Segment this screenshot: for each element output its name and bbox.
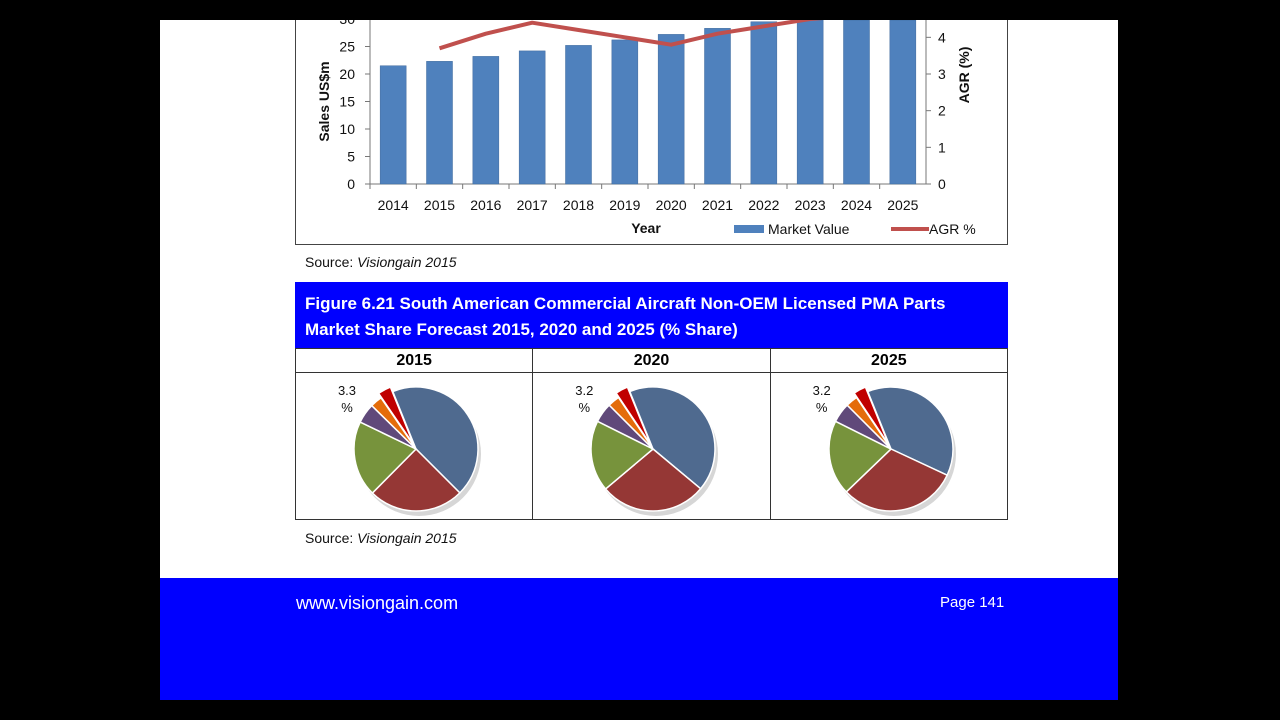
pie-title-2020: 2020 bbox=[533, 349, 770, 373]
pie-slice bbox=[377, 386, 415, 446]
pie-chart-2020 bbox=[590, 386, 719, 516]
bar-market-value bbox=[750, 21, 778, 185]
pie-cell-2020: 2020 3.2 % bbox=[533, 349, 771, 519]
pie-slice bbox=[827, 420, 892, 494]
x-axis-title: Year bbox=[631, 220, 661, 236]
pie-slice bbox=[353, 421, 418, 495]
pie-cell-2025: 2025 3.2 % bbox=[770, 349, 1007, 519]
market-value-chart-svg: 0510152025300123420142015201620172018201… bbox=[316, 20, 976, 237]
x-tick-label: 2017 bbox=[517, 197, 548, 213]
y-tick-label: 10 bbox=[339, 121, 355, 137]
pie-slice bbox=[852, 386, 890, 445]
x-tick-label: 2019 bbox=[609, 197, 640, 213]
bar-market-value bbox=[426, 61, 453, 185]
x-tick-label: 2021 bbox=[702, 197, 733, 213]
bar-market-value bbox=[843, 20, 870, 185]
pie-slice bbox=[629, 386, 717, 490]
x-tick-label: 2023 bbox=[795, 197, 826, 213]
legend-label-agr: AGR % bbox=[929, 221, 976, 237]
pie-cell-2015: 2015 3.3 % bbox=[296, 349, 534, 519]
y-tick-label: 25 bbox=[339, 39, 355, 55]
pie-slice bbox=[391, 386, 479, 494]
y2-tick-label: 4 bbox=[938, 29, 946, 45]
y2-tick-label: 1 bbox=[938, 139, 946, 155]
y-tick-label: 15 bbox=[339, 94, 355, 110]
y2-axis-title: AGR (%) bbox=[956, 47, 972, 104]
y2-tick-label: 2 bbox=[938, 103, 946, 119]
pie-slice bbox=[844, 448, 948, 512]
y-tick-label: 0 bbox=[347, 176, 355, 192]
pie-slice bbox=[615, 386, 652, 445]
y-axis-title: Sales US$m bbox=[316, 61, 332, 141]
x-tick-label: 2018 bbox=[563, 197, 594, 213]
x-tick-label: 2024 bbox=[841, 197, 872, 213]
legend-swatch-market-value bbox=[734, 225, 764, 233]
figure-title-line1: Figure 6.21 South American Commercial Ai… bbox=[305, 294, 946, 313]
x-tick-label: 2022 bbox=[748, 197, 779, 213]
x-tick-label: 2025 bbox=[887, 197, 918, 213]
bar-market-value bbox=[611, 39, 639, 185]
document-page: 0510152025300123420142015201620172018201… bbox=[160, 20, 1118, 700]
source-note-2: Source: Visiongain 2015 bbox=[305, 530, 457, 546]
y2-tick-label: 0 bbox=[938, 176, 946, 192]
pie-chart-table: 2015 3.3 % 2020 3.2 % 2025 3.2 % bbox=[295, 348, 1008, 520]
x-tick-label: 2020 bbox=[656, 197, 687, 213]
pie-title-2025: 2025 bbox=[770, 349, 1007, 373]
y-tick-label: 20 bbox=[339, 66, 355, 82]
page-footer: www.visiongain.com Page 141 bbox=[160, 578, 1118, 700]
bar-market-value bbox=[889, 20, 917, 185]
footer-url-link[interactable]: www.visiongain.com bbox=[296, 593, 459, 613]
footer-page-number: Page 141 bbox=[940, 594, 1005, 611]
legend-label-market-value: Market Value bbox=[768, 221, 850, 237]
bar-market-value bbox=[379, 65, 407, 185]
pie-slice bbox=[866, 386, 954, 477]
source-label: Source: bbox=[305, 254, 354, 270]
line-agr bbox=[438, 20, 823, 51]
pie-slice bbox=[371, 447, 461, 512]
y-tick-label: 30 bbox=[339, 20, 355, 27]
x-tick-label: 2014 bbox=[378, 197, 409, 213]
bar-market-value bbox=[518, 50, 546, 185]
pie-chart-2015 bbox=[353, 386, 481, 516]
pie-annotation-2020: 3.2 % bbox=[575, 383, 594, 415]
pie-slice bbox=[604, 448, 702, 512]
pie-slice bbox=[590, 420, 655, 491]
y2-tick-label: 3 bbox=[938, 66, 946, 82]
bar-market-value bbox=[796, 20, 824, 185]
source-note-1: Source: Visiongain 2015 bbox=[305, 254, 457, 270]
source-name: Visiongain 2015 bbox=[357, 254, 457, 270]
figure-title-line2: Market Share Forecast 2015, 2020 and 202… bbox=[305, 320, 738, 339]
figure-title-banner: Figure 6.21 South American Commercial Ai… bbox=[295, 282, 1008, 349]
pie-annotation-2025: 3.2 % bbox=[812, 383, 831, 415]
pie-title-2015: 2015 bbox=[296, 349, 533, 373]
pie-chart-2025 bbox=[827, 386, 956, 516]
bar-market-value bbox=[565, 45, 592, 185]
y-tick-label: 5 bbox=[347, 149, 355, 165]
source-name: Visiongain 2015 bbox=[357, 530, 457, 546]
x-tick-label: 2015 bbox=[424, 197, 455, 213]
bar-market-value bbox=[472, 56, 500, 185]
bar-market-value bbox=[704, 28, 731, 185]
bar-market-value bbox=[657, 34, 685, 185]
market-value-chart: 0510152025300123420142015201620172018201… bbox=[295, 20, 1008, 245]
pie-annotation-2015: 3.3 % bbox=[337, 383, 357, 415]
x-tick-label: 2016 bbox=[470, 197, 501, 213]
source-label: Source: bbox=[305, 530, 354, 546]
